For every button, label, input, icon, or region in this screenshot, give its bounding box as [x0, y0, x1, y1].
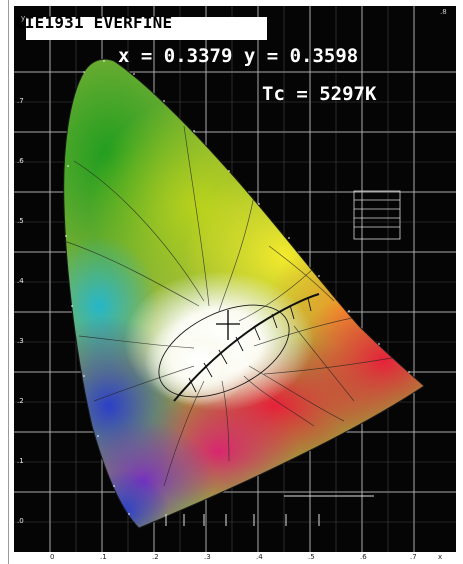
planckian-locus [173, 293, 320, 402]
temperature-scale-marks [165, 495, 374, 526]
x-tick-label: .4 [256, 553, 263, 561]
x-axis-letter: x [438, 553, 443, 561]
spectral-gamut-fill [63, 59, 425, 528]
y-tick-label: .6 [17, 157, 24, 165]
isotemperature-lines [188, 297, 312, 393]
white-region-ellipse [158, 304, 290, 398]
y-tick-label: .4 [17, 277, 24, 285]
x-tick-label: .7 [410, 553, 417, 561]
x-tick-label: .2 [152, 553, 159, 561]
chromaticity-diagram-panel [14, 6, 456, 552]
spectral-locus-outline [63, 58, 425, 529]
wavelength-ticks [65, 60, 410, 515]
source-legend-block [353, 190, 401, 240]
y-tick-label: .3 [17, 337, 24, 345]
measured-point-crosshair [216, 310, 240, 340]
cie1931-chromaticity-diagram [14, 6, 456, 552]
color-region-boundaries [63, 125, 393, 487]
diagram-title: CIE1931 EVERFINE [15, 13, 173, 32]
y-tick-label: .2 [17, 397, 24, 405]
y-tick-label: .0 [17, 517, 24, 525]
title-background [26, 17, 267, 40]
x-tick-label: 0 [50, 553, 55, 561]
frame-rule [8, 0, 9, 564]
x-tick-label: .3 [204, 553, 211, 561]
x-tick-label: .6 [360, 553, 367, 561]
y-tick-label: .1 [17, 457, 24, 465]
top-tick-label: .8 [440, 8, 447, 16]
color-temperature-readout: Tc = 5297K [262, 83, 377, 105]
x-tick-label: .1 [100, 553, 107, 561]
x-tick-label: .5 [308, 553, 315, 561]
y-tick-label: .7 [17, 97, 24, 105]
y-tick-label: .5 [17, 217, 24, 225]
chromaticity-readout: x = 0.3379 y = 0.3598 [118, 45, 359, 67]
y-axis-letter: y [21, 14, 26, 22]
